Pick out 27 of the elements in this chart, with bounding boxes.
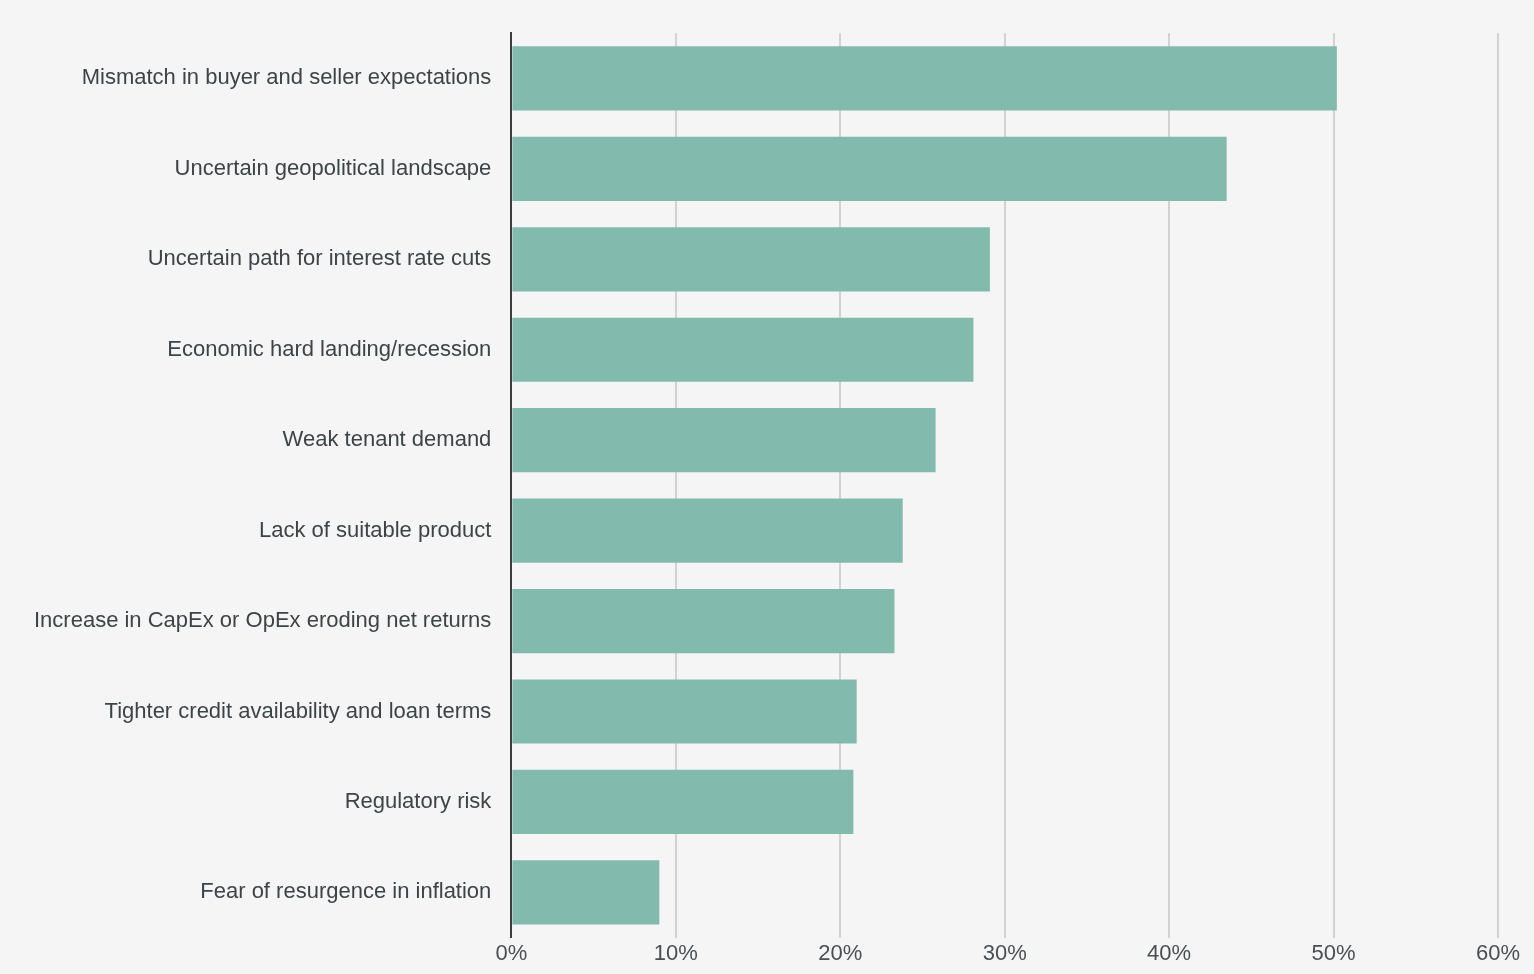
y-tick-label: Weak tenant demand [282, 426, 492, 452]
x-tick-label: 50% [1311, 939, 1356, 965]
y-tick-label: Economic hard landing/recession [167, 335, 492, 361]
y-tick-label: Regulatory risk [344, 788, 493, 813]
x-tick-label: 30% [982, 939, 1027, 965]
x-tick-label: 40% [1147, 939, 1192, 965]
y-tick-label: Fear of resurgence in inflation [200, 878, 492, 904]
x-tick-label: 0% [495, 939, 528, 965]
bar [512, 136, 1227, 201]
bar [512, 769, 854, 835]
y-tick-label: Lack of suitable product [258, 516, 492, 542]
y-tick-label: Uncertain path for interest rate cuts [147, 245, 492, 271]
bar [512, 317, 974, 382]
bar [512, 498, 903, 563]
bar [512, 227, 990, 292]
x-tick-label: 10% [653, 939, 698, 965]
bar [512, 46, 1337, 111]
y-tick-label: Increase in CapEx or OpEx eroding net returns [33, 607, 492, 633]
bar [512, 679, 857, 744]
y-tick-label: Tighter credit availability and loan terms [104, 697, 492, 723]
bar [512, 860, 660, 925]
x-tick-label: 60% [1475, 939, 1521, 965]
y-tick-label: Uncertain geopolitical landscape [174, 154, 492, 180]
x-tick-label: 20% [818, 939, 863, 965]
y-tick-label: Mismatch in buyer and seller expectations [81, 64, 492, 90]
bar [512, 588, 895, 654]
bar [512, 408, 936, 473]
